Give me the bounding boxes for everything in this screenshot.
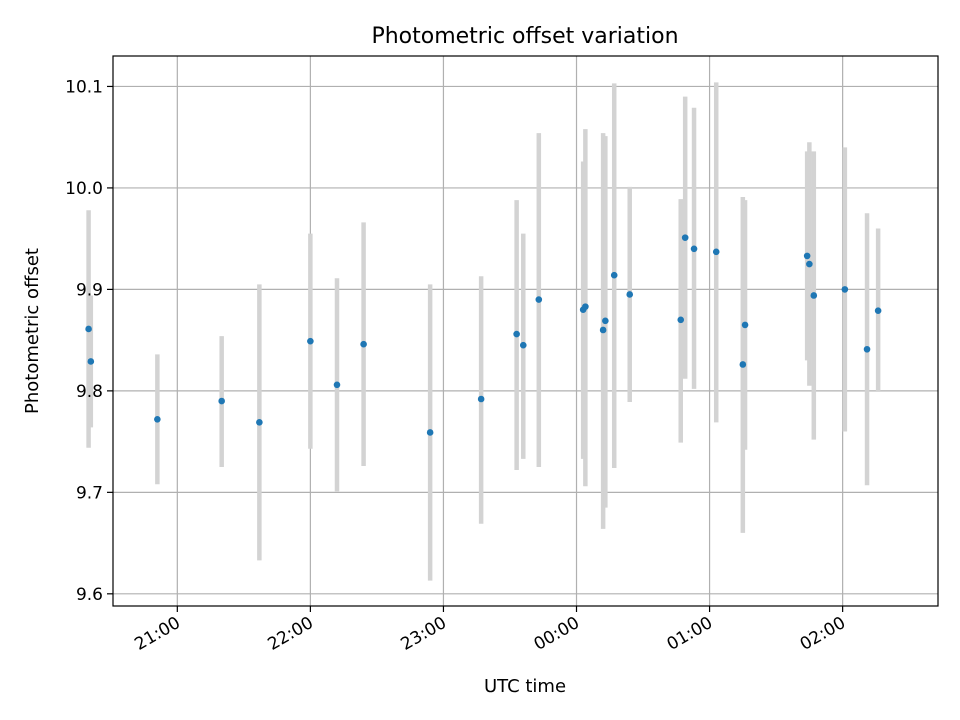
data-point (806, 260, 813, 268)
data-point (513, 330, 520, 338)
data-point (874, 307, 882, 315)
data-point (535, 296, 543, 303)
data-point (218, 397, 225, 405)
y-tick-label: 9.6 (76, 585, 103, 605)
data-point (863, 345, 871, 353)
y-axis-ticks: 9.6 9.7 9.8 9.9 10.0 10.1 (65, 77, 113, 605)
y-tick-label: 9.7 (76, 483, 103, 503)
data-point (690, 245, 698, 253)
data-point (677, 316, 685, 324)
y-tick-label: 10.1 (65, 77, 103, 97)
data-point (610, 271, 618, 279)
data-point (426, 429, 434, 436)
data-point (712, 248, 720, 256)
chart-title: Photometric offset variation (371, 24, 678, 49)
data-point (154, 415, 161, 423)
data-point (582, 303, 589, 310)
data-point (477, 395, 485, 403)
data-point (307, 337, 314, 345)
y-tick-label: 10.0 (65, 179, 103, 199)
data-point (333, 381, 341, 389)
data-point (519, 341, 527, 349)
x-axis-label: UTC time (484, 676, 566, 697)
data-point (85, 325, 92, 333)
data-point (739, 361, 747, 368)
data-point (803, 252, 811, 260)
data-point (360, 340, 367, 348)
y-tick-label: 9.8 (76, 382, 103, 402)
plot-frame (112, 55, 939, 607)
data-point (741, 321, 749, 329)
y-axis-label: Photometric offset (22, 248, 43, 414)
data-point (87, 358, 95, 365)
data-point (841, 286, 849, 293)
data-point (626, 291, 634, 298)
data-point (602, 317, 609, 325)
data-points (85, 234, 882, 436)
data-point (256, 419, 263, 426)
data-point (810, 292, 818, 299)
data-point (599, 326, 607, 334)
data-point (681, 234, 689, 241)
y-tick-label: 9.9 (76, 280, 103, 300)
